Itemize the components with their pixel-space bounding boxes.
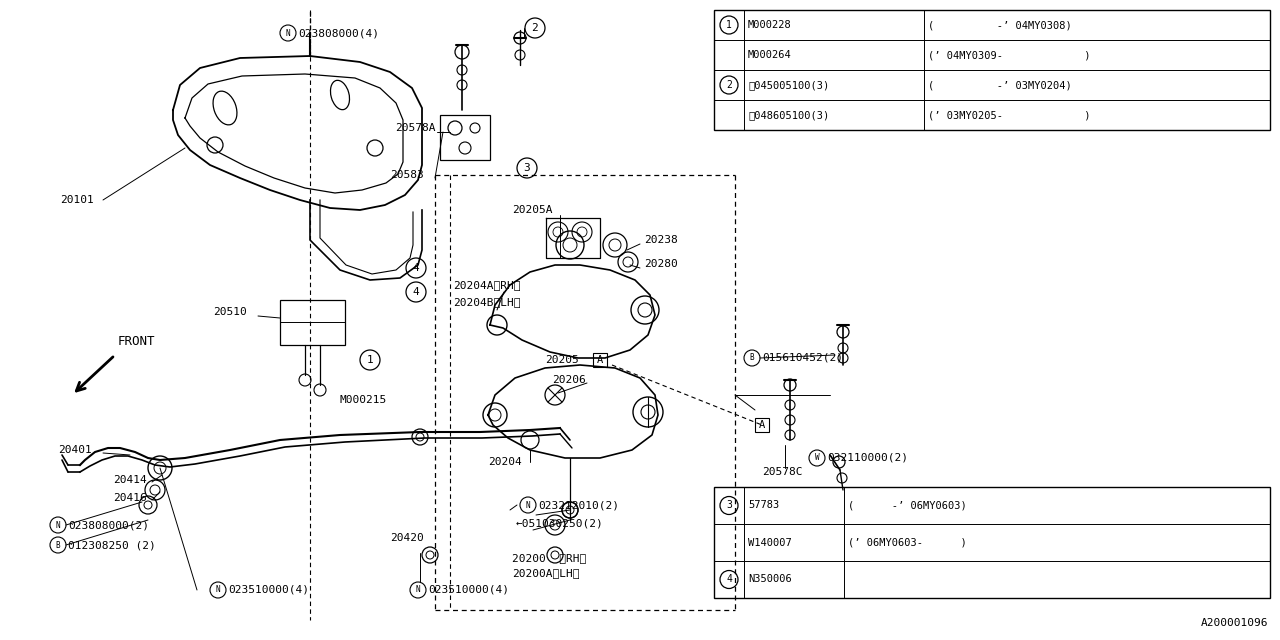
Text: 023510000(4): 023510000(4) <box>428 585 509 595</box>
Bar <box>755 418 769 432</box>
Text: 015610452(2): 015610452(2) <box>762 353 844 363</box>
Text: W: W <box>814 454 819 463</box>
Text: 023808000(2): 023808000(2) <box>68 520 148 530</box>
Text: (      -’ 06MY0603): ( -’ 06MY0603) <box>849 500 966 511</box>
Text: 20578A: 20578A <box>396 123 435 133</box>
Bar <box>714 487 1270 598</box>
Text: 20204A〈RH〉: 20204A〈RH〉 <box>453 280 521 290</box>
Text: Ⓢ045005100(3): Ⓢ045005100(3) <box>748 80 829 90</box>
Text: 023212010(2): 023212010(2) <box>538 500 620 510</box>
Text: 4: 4 <box>412 263 420 273</box>
Text: A: A <box>759 420 765 430</box>
Text: (’ 06MY0603-      ): (’ 06MY0603- ) <box>849 538 966 547</box>
Text: 20205: 20205 <box>545 355 579 365</box>
Text: 57783: 57783 <box>748 500 780 511</box>
Text: (          -’ 04MY0308): ( -’ 04MY0308) <box>928 20 1071 30</box>
Text: W140007: W140007 <box>748 538 792 547</box>
Text: 20200A〈LH〉: 20200A〈LH〉 <box>512 568 580 578</box>
Text: 20510: 20510 <box>212 307 247 317</box>
Text: (          -’ 03MY0204): ( -’ 03MY0204) <box>928 80 1071 90</box>
Text: Ⓢ048605100(3): Ⓢ048605100(3) <box>748 110 829 120</box>
Text: FRONT: FRONT <box>118 335 155 348</box>
Bar <box>440 115 490 160</box>
Text: 20238: 20238 <box>644 235 677 245</box>
Text: 2: 2 <box>726 80 732 90</box>
Text: 20401: 20401 <box>58 445 92 455</box>
Text: N: N <box>416 586 420 595</box>
Text: 4: 4 <box>726 575 732 584</box>
Bar <box>714 10 1270 130</box>
Text: 2: 2 <box>531 23 539 33</box>
Text: 20583: 20583 <box>390 170 424 180</box>
Text: M000228: M000228 <box>748 20 792 30</box>
Text: N: N <box>526 500 530 509</box>
Text: 20414: 20414 <box>113 475 147 485</box>
Bar <box>593 353 607 367</box>
Text: M000264: M000264 <box>748 50 792 60</box>
Text: M000215: M000215 <box>340 395 388 405</box>
Text: A: A <box>596 355 603 365</box>
Text: 012308250 (2): 012308250 (2) <box>68 540 156 550</box>
Text: 20280: 20280 <box>644 259 677 269</box>
Text: 20204B〈LH〉: 20204B〈LH〉 <box>453 297 521 307</box>
Text: N: N <box>216 586 220 595</box>
Text: 20416: 20416 <box>113 493 147 503</box>
Text: 20578C: 20578C <box>762 467 803 477</box>
Text: N: N <box>285 29 291 38</box>
Text: B: B <box>750 353 754 362</box>
Text: 20204: 20204 <box>488 457 522 467</box>
Bar <box>280 300 346 345</box>
Text: 4: 4 <box>412 287 420 297</box>
Text: A200001096: A200001096 <box>1201 618 1268 628</box>
Text: N: N <box>56 520 60 529</box>
Text: 20420: 20420 <box>390 533 424 543</box>
Text: 023808000(4): 023808000(4) <box>298 28 379 38</box>
Text: (’ 03MY0205-             ): (’ 03MY0205- ) <box>928 110 1091 120</box>
Text: 20206: 20206 <box>552 375 586 385</box>
Text: N350006: N350006 <box>748 575 792 584</box>
Text: 20200  〈RH〉: 20200 〈RH〉 <box>512 553 586 563</box>
Text: 3: 3 <box>524 163 530 173</box>
Text: 3: 3 <box>726 500 732 511</box>
Text: 1: 1 <box>726 20 732 30</box>
Text: B: B <box>56 541 60 550</box>
Text: 20101: 20101 <box>60 195 93 205</box>
Text: (’ 04MY0309-             ): (’ 04MY0309- ) <box>928 50 1091 60</box>
Text: 1: 1 <box>366 355 374 365</box>
Text: ←051030250(2): ←051030250(2) <box>516 519 604 529</box>
Text: 023510000(4): 023510000(4) <box>228 585 308 595</box>
Text: 032110000(2): 032110000(2) <box>827 453 908 463</box>
Text: 20205A: 20205A <box>512 205 553 215</box>
